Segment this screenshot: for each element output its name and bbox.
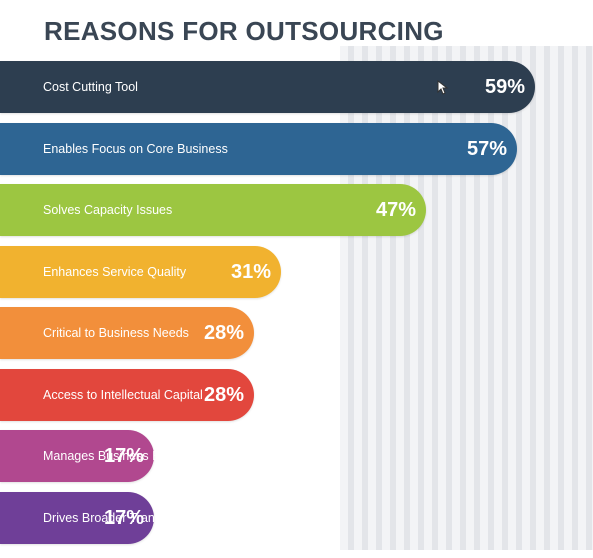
grid-stripe <box>558 46 564 550</box>
grid-stripe <box>474 46 480 550</box>
bar: Enables Focus on Core Business 57% <box>0 123 517 175</box>
bar-value-label: 28% <box>203 384 244 406</box>
grid-stripe <box>418 46 424 550</box>
chart-title: REASONS FOR OUTSOURCING <box>44 16 444 46</box>
bar-label: Drives Broader Transformational Change <box>43 511 271 525</box>
bar-value-label: 28% <box>203 322 244 344</box>
bar-label: Critical to Business Needs <box>43 326 189 340</box>
bar-value-label: 17% <box>103 445 144 467</box>
bar: Drives Broader Transformational Change 17… <box>0 492 270 544</box>
grid-stripe <box>460 46 466 550</box>
bar-value-label: 59% <box>484 76 525 98</box>
bar: Critical to Business Needs 28% <box>0 307 254 359</box>
bar-value-label: 17% <box>103 507 144 529</box>
grid-stripe <box>530 46 536 550</box>
grid-stripe <box>348 46 354 550</box>
bar-value-label: 31% <box>230 261 271 283</box>
bar-label: Enables Focus on Core Business <box>43 142 228 156</box>
bar: Cost Cutting Tool 59% <box>0 61 535 113</box>
grid-stripe <box>544 46 550 550</box>
grid-stripe <box>586 46 592 550</box>
bar: Access to Intellectual Capital 28% <box>0 369 254 421</box>
grid-stripe <box>376 46 382 550</box>
bar-label: Enhances Service Quality <box>43 265 187 279</box>
mouse-pointer-icon <box>437 80 449 95</box>
grid-stripe <box>390 46 396 550</box>
bar: Solves Capacity Issues 47% <box>0 184 426 236</box>
grid-stripe <box>362 46 368 550</box>
bar-label: Access to Intellectual Capital <box>43 388 203 402</box>
grid-stripe <box>404 46 410 550</box>
bar-label: Manages Business Environment <box>43 449 223 463</box>
bar-label: Cost Cutting Tool <box>43 80 138 94</box>
grid-stripe <box>516 46 522 550</box>
bar-label: Solves Capacity Issues <box>43 203 173 217</box>
bar: Manages Business Environment 17% <box>0 430 222 482</box>
bar: Enhances Service Quality 31% <box>0 246 281 298</box>
grid-stripe <box>432 46 438 550</box>
grid-stripe <box>572 46 578 550</box>
grid-stripe <box>446 46 452 550</box>
bar-value-label: 57% <box>466 138 507 160</box>
grid-stripe <box>488 46 494 550</box>
bar-value-label: 47% <box>375 199 416 221</box>
grid-stripe <box>502 46 508 550</box>
